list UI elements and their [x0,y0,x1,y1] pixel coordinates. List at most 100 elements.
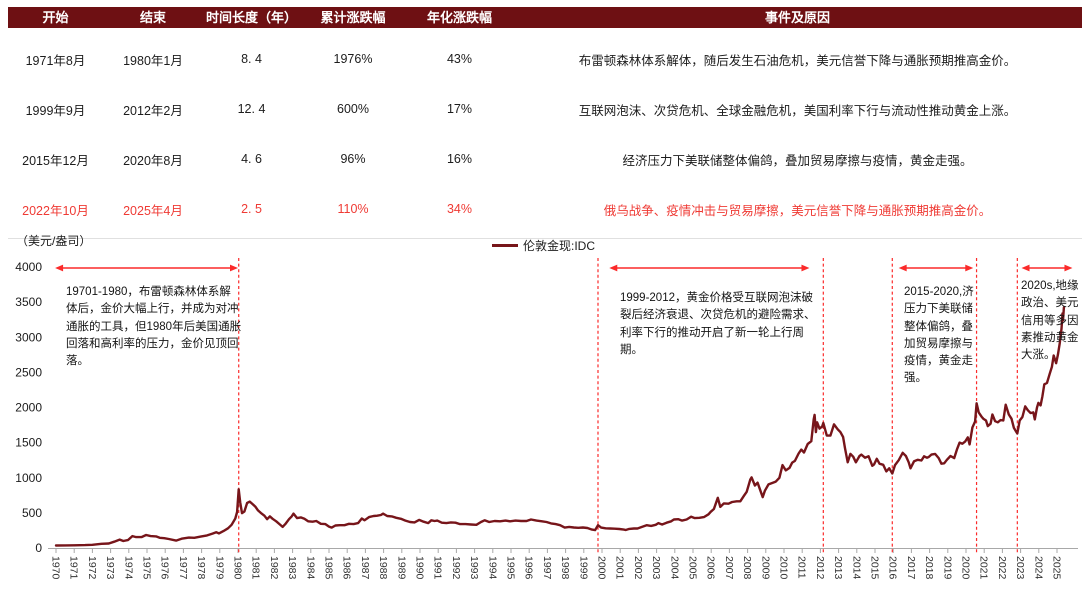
x-axis-label: 2017 [905,556,917,580]
arrowhead-right-icon [230,264,238,272]
cell-annualized: 16% [446,152,473,166]
x-axis-label: 1983 [286,556,298,580]
x-axis-label: 1973 [104,556,116,580]
x-axis-label: 2021 [978,556,990,580]
arrowhead-left-icon [1021,264,1030,272]
chart-annotation: 19701-1980，布雷顿森林体系解体后，金价大幅上行，并成为对冲通胀的工具，… [66,286,242,367]
x-axis-label: 1987 [359,556,371,580]
cell-cumulative: 1976% [333,52,373,66]
x-axis-label: 1994 [486,556,498,580]
bull-market-table: 开始 结束 时间长度（年） 累计涨跌幅 年化涨跌幅 事件及原因 1971年8月 1… [8,7,1082,239]
x-axis-label: 1975 [141,556,153,580]
x-axis-label: 1978 [195,556,207,580]
x-axis-label: 2014 [850,556,862,580]
x-axis-label: 1995 [505,556,517,580]
cell-duration: 12. 4 [237,102,266,116]
cell-end: 2012年2月 [123,103,183,118]
x-axis-label: 1990 [414,556,426,580]
x-axis-label: 1986 [341,556,353,580]
header-event: 事件及原因 [764,10,830,25]
cell-start: 2022年10月 [22,203,89,218]
table-row: 2022年10月 2025年4月 2. 5 110% 34% 俄乌战争、疫情冲击与贸易摩擦… [8,184,1082,234]
cell-start: 1971年8月 [25,53,86,68]
y-axis-label: 2500 [15,365,42,379]
y-axis-label: 4000 [15,260,42,274]
x-axis-label: 2010 [778,556,790,580]
x-axis-label: 2013 [832,556,844,580]
x-axis-label: 1991 [432,556,444,580]
x-axis-label: 1982 [268,556,280,580]
x-axis-label: 1992 [450,556,462,580]
x-axis-label: 2003 [650,556,662,580]
chart-annotation: 2015-2020,济压力下美联储整体偏鸽，叠加贸易摩擦与疫情，黄金走强。 [904,286,974,385]
arrowhead-left-icon [898,264,907,272]
chart-annotation: 2020s,地缘政治、美元信用等多因素推动黄金大涨。 [1021,280,1079,361]
cell-cumulative: 600% [337,102,369,116]
arrowhead-right-icon [801,264,810,272]
x-axis-label: 2000 [596,556,608,580]
x-axis-label: 2018 [923,556,935,580]
x-axis-label: 2006 [705,556,717,580]
arrowhead-left-icon [609,264,618,272]
header-duration: 时间长度（年） [205,10,297,25]
x-axis-label: 2019 [941,556,953,580]
x-axis-label: 1974 [122,556,134,580]
cell-annualized: 17% [446,102,473,116]
x-axis-label: 1984 [304,556,316,580]
x-axis-label: 2016 [887,556,899,580]
y-axis-label: 3000 [15,330,42,344]
arrowhead-left-icon [55,264,64,272]
x-axis-label: 2020 [960,556,972,580]
cell-end: 2025年4月 [123,203,183,218]
x-axis-label: 2011 [796,556,808,579]
gold-price-chart: 0 500 1000 1500 2000 2500 3000 3500 4000 1970 1971… [0,228,1090,596]
y-axis-label: 1000 [15,471,42,485]
x-axis-label: 2012 [814,556,826,580]
cell-start: 1999年9月 [25,103,86,118]
x-axis-label: 1988 [377,556,389,580]
x-axis-label: 2023 [1014,556,1026,580]
cell-duration: 2. 5 [241,202,262,216]
table-row: 1971年8月 1980年1月 8. 4 1976% 43% 布雷顿森林体系解体，随后发生… [8,34,1082,84]
cell-end: 1980年1月 [123,53,183,68]
x-axis-label: 2009 [759,556,771,580]
x-axis-label: 1981 [250,556,262,580]
x-axis-label: 1989 [395,556,407,580]
header-end: 结束 [139,10,166,25]
price-line-series [54,306,1066,547]
header-start: 开始 [42,10,69,25]
cell-event: 经济压力下美联储整体偏鸽，叠加贸易摩擦与疫情，黄金走强。 [622,153,973,168]
x-axis-label: 1997 [541,556,553,580]
y-axis-label: 500 [22,506,42,520]
cell-start: 2015年12月 [22,153,89,168]
x-axis-label: 1979 [213,556,225,580]
x-axis-label: 1972 [86,556,98,580]
legend-label: 伦敦金现:IDC [523,239,596,253]
cell-duration: 4. 6 [241,152,262,166]
x-axis-label: 2024 [1032,556,1044,580]
x-axis-label: 2008 [741,556,753,580]
table-row: 1999年9月 2012年2月 12. 4 600% 17% 互联网泡沫、次贷危机、全球金… [8,84,1082,134]
x-axis-label: 2001 [614,556,626,580]
legend-line-swatch [492,244,518,247]
x-axis-label: 2025 [1051,556,1063,580]
table-header-row: 开始 结束 时间长度（年） 累计涨跌幅 年化涨跌幅 事件及原因 [8,7,1082,28]
cell-cumulative: 110% [337,202,369,216]
table-row: 2015年12月 2020年8月 4. 6 96% 16% 经济压力下美联储整体偏鸽，叠加… [8,134,1082,184]
x-axis-label: 2004 [668,556,680,580]
header-cumulative: 累计涨跌幅 [320,10,386,25]
cell-end: 2020年8月 [123,153,183,168]
x-axis-label: 2022 [996,556,1008,580]
x-axis-label: 1998 [559,556,571,580]
x-axis-label: 1985 [323,556,335,580]
cell-event: 俄乌战争、疫情冲击与贸易摩擦，美元信誉下降与通胀预期推高金价。 [603,203,992,218]
x-axis-label: 2002 [632,556,644,580]
y-axis-label: 2000 [15,401,42,415]
cell-cumulative: 96% [340,152,366,166]
cell-event: 互联网泡沫、次贷危机、全球金融危机，美国利率下行与流动性推动黄金上涨。 [578,103,1017,118]
header-annualized: 年化涨跌幅 [426,10,492,25]
x-axis-label: 2015 [869,556,881,580]
x-axis-label: 2005 [687,556,699,580]
cell-event: 布雷顿森林体系解体，随后发生石油危机，美元信誉下降与通胀预期推高金价。 [578,53,1017,68]
x-axis-label: 1996 [523,556,535,580]
